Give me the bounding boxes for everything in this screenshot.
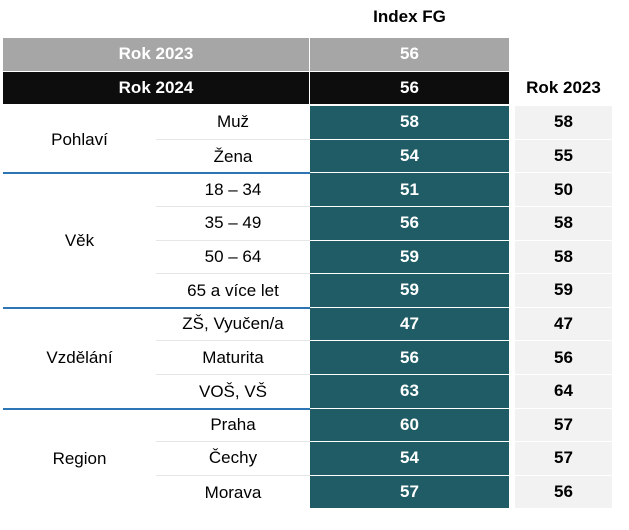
row-label: Morava bbox=[204, 482, 262, 502]
group-separator bbox=[3, 407, 310, 410]
total-2023-label: Rok 2023 bbox=[3, 38, 309, 71]
index-value: 58 bbox=[310, 106, 509, 139]
index-value: 59 bbox=[310, 240, 509, 274]
row-label: Čechy bbox=[156, 442, 310, 476]
prev-value: 58 bbox=[515, 106, 612, 139]
prev-value: 59 bbox=[515, 274, 612, 307]
prev-value: 47 bbox=[515, 307, 612, 341]
index-value: 54 bbox=[310, 139, 509, 173]
row-label: Žena bbox=[213, 146, 253, 166]
index-value: 51 bbox=[310, 173, 509, 206]
group-label: Region bbox=[52, 448, 107, 468]
index-header: Index FG bbox=[373, 7, 446, 26]
index-value: 56 bbox=[310, 341, 509, 374]
prev-year-header: Rok 2023 bbox=[526, 78, 601, 98]
group-label: Pohlaví bbox=[51, 129, 108, 149]
index-value: 57 bbox=[310, 475, 509, 509]
prev-value: 58 bbox=[515, 207, 612, 240]
row-label: Praha bbox=[156, 409, 310, 443]
prev-value: 57 bbox=[515, 442, 612, 475]
row-label: 35 – 49 bbox=[156, 207, 310, 241]
index-value: 60 bbox=[310, 408, 509, 442]
row-label: 65 a více let bbox=[187, 280, 279, 300]
total-2023-value: 56 bbox=[310, 38, 509, 71]
index-value: 59 bbox=[310, 274, 509, 307]
index-value: 47 bbox=[310, 307, 509, 341]
total-2024-value: 56 bbox=[310, 71, 509, 105]
prev-value: 58 bbox=[515, 240, 612, 274]
index-value: 54 bbox=[310, 442, 509, 475]
prev-value: 57 bbox=[515, 408, 612, 442]
row-label: Muž bbox=[156, 106, 310, 140]
total-2024-label: Rok 2024 bbox=[3, 71, 309, 105]
group-separator bbox=[3, 306, 310, 309]
row-label: ZŠ, Vyučen/a bbox=[156, 308, 310, 342]
prev-value: 50 bbox=[515, 173, 612, 206]
row-label: VOŠ, VŠ bbox=[198, 381, 268, 401]
row-label: 50 – 64 bbox=[156, 241, 310, 275]
group-label: Věk bbox=[64, 230, 95, 250]
index-value: 63 bbox=[310, 375, 509, 408]
row-label: 18 – 34 bbox=[156, 173, 310, 207]
row-label: Maturita bbox=[156, 341, 310, 375]
group-separator bbox=[3, 172, 310, 175]
index-value: 56 bbox=[310, 207, 509, 240]
prev-value: 55 bbox=[515, 139, 612, 173]
prev-value: 56 bbox=[515, 341, 612, 374]
prev-value: 64 bbox=[515, 375, 612, 408]
prev-value: 56 bbox=[515, 475, 612, 509]
group-label: Vzdělání bbox=[46, 348, 113, 368]
